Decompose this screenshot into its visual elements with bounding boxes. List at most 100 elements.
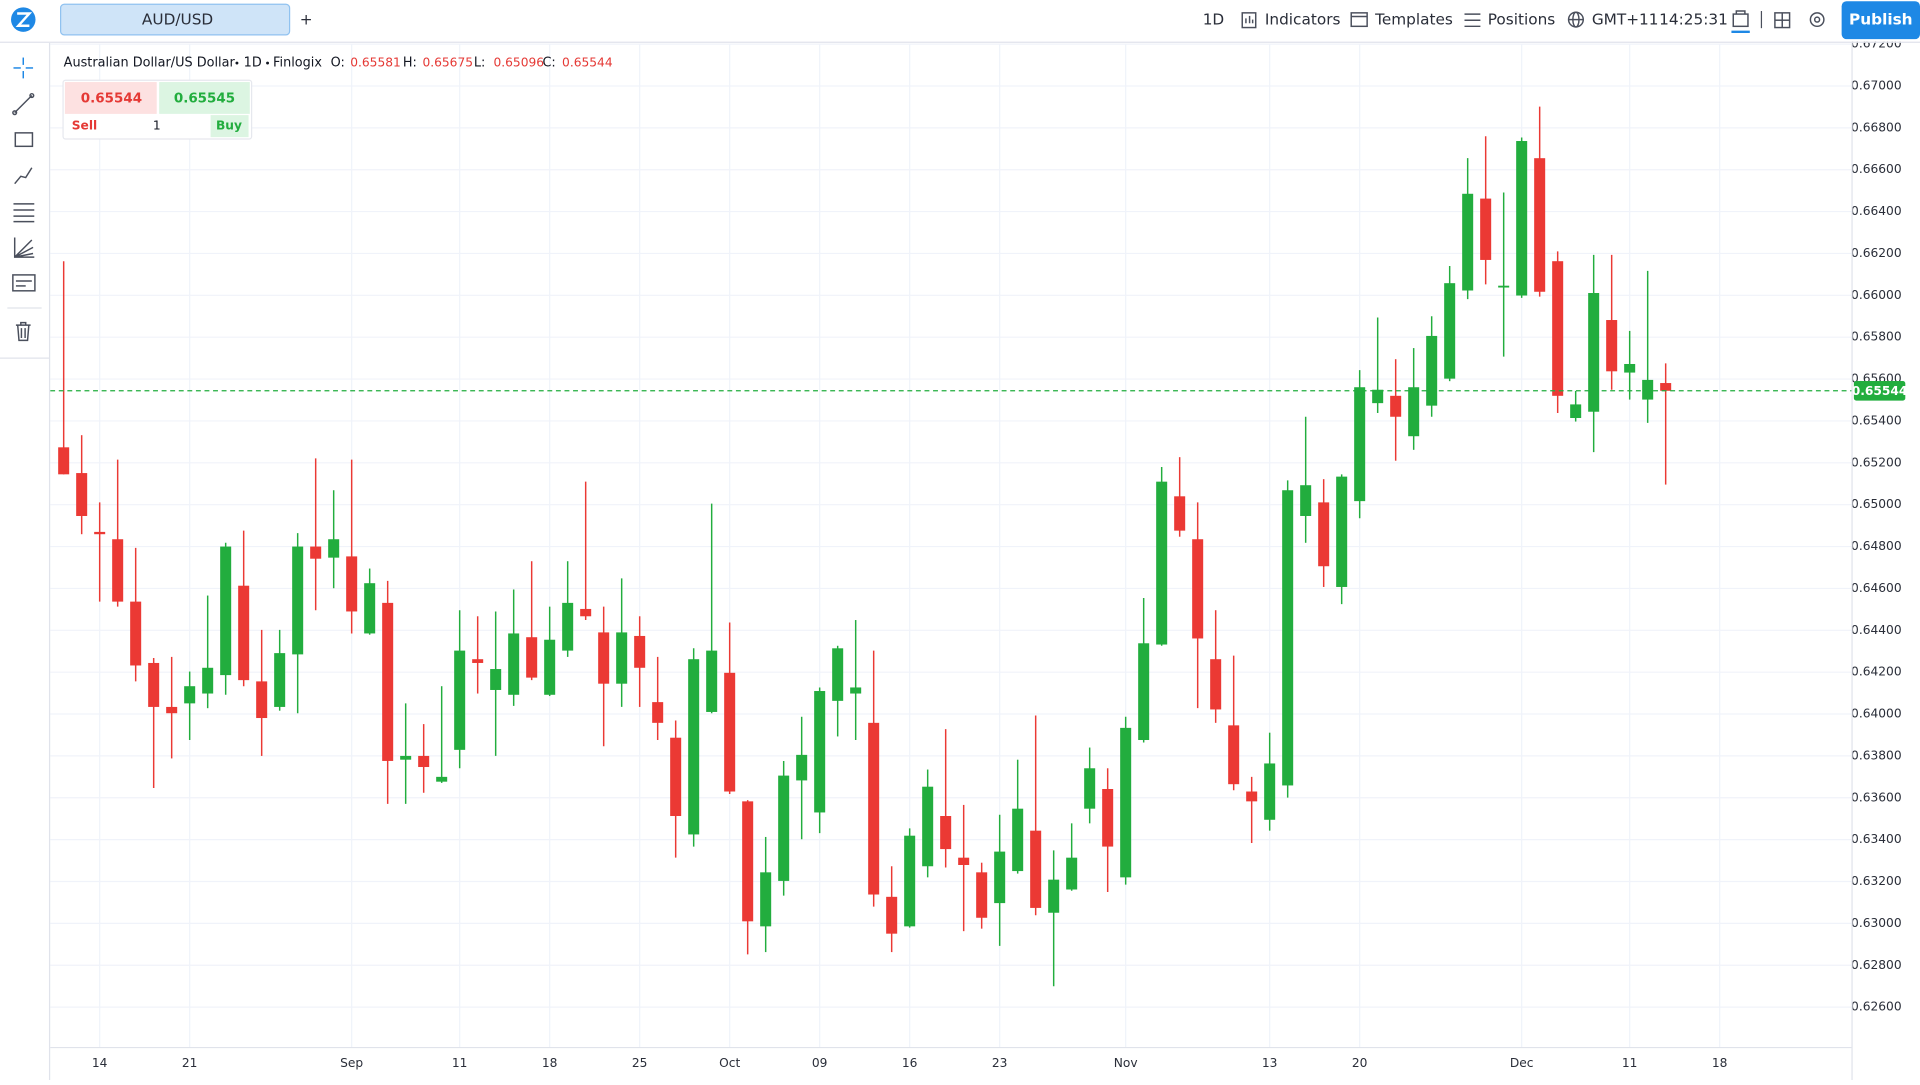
globe-icon[interactable] [1567, 11, 1585, 28]
y-tick-label: 0.66400 [1851, 204, 1902, 218]
candle-body [364, 583, 376, 634]
y-tick-label: 0.64800 [1851, 539, 1902, 553]
axes-frame [50, 41, 1853, 1081]
settings-icon-part[interactable] [1809, 12, 1825, 28]
gann-fan-tool-part[interactable] [13, 237, 35, 258]
legend-part [266, 61, 270, 65]
candle-body [1516, 141, 1528, 296]
x-tick-label: 11 [1622, 1056, 1638, 1070]
trend-line-tool-part[interactable] [14, 94, 33, 114]
candle-body [1174, 496, 1186, 531]
candle-body [346, 556, 358, 612]
candle-body [112, 539, 124, 602]
y-tick-label: 0.66200 [1851, 246, 1902, 260]
templates-icon-part[interactable] [1350, 12, 1368, 28]
delete-tool[interactable] [15, 321, 31, 342]
candle-body [526, 637, 538, 678]
positions-icon[interactable] [1464, 13, 1481, 28]
x-tick-label: Dec [1510, 1056, 1534, 1070]
add-tab[interactable]: + [300, 11, 313, 29]
text-tool[interactable] [12, 274, 36, 292]
candle-body [1048, 879, 1060, 913]
rectangle-tool[interactable] [14, 132, 34, 148]
candle-body [292, 546, 304, 655]
y-tick-label: 0.65200 [1851, 455, 1902, 469]
tab-label[interactable]: AUD/USD [142, 11, 213, 29]
candle-body [796, 754, 808, 781]
symbol-tab[interactable]: AUD/USD [60, 3, 291, 36]
snapshot-icon-part[interactable] [1735, 10, 1746, 15]
candle-body [760, 872, 772, 927]
ohlc-label: H: [403, 56, 417, 71]
quantity-input[interactable]: 1 [153, 119, 161, 133]
delete-tool-part[interactable] [15, 321, 31, 342]
publish-label[interactable]: Publish [1849, 11, 1913, 29]
candle-body [472, 659, 484, 663]
candle-body [274, 653, 286, 707]
y-tick-label: 0.66600 [1851, 162, 1902, 176]
buy-price[interactable]: 0.65545 [174, 92, 235, 107]
candle-body [490, 669, 502, 690]
trend-line-tool-part[interactable] [29, 92, 35, 99]
candle-body [634, 635, 646, 668]
interval-button[interactable]: 1D [1203, 11, 1225, 29]
logo-part[interactable] [15, 12, 33, 27]
crosshair-tool[interactable] [13, 57, 34, 79]
y-tick-label: 0.66000 [1851, 288, 1902, 302]
candle-body [868, 722, 880, 895]
positions-button[interactable]: Positions [1488, 11, 1556, 29]
candle-body [724, 672, 736, 792]
candle-body [850, 687, 862, 694]
trend-line-tool-part[interactable] [12, 110, 18, 116]
snapshot-icon-part[interactable] [1732, 13, 1749, 28]
path-tool-part[interactable] [14, 167, 33, 185]
rectangle-tool-part[interactable] [14, 132, 34, 148]
timezone[interactable]: GMT+11 [1592, 11, 1659, 29]
indicators-icon-part[interactable] [1241, 12, 1257, 29]
y-tick-label: 0.64400 [1851, 623, 1902, 637]
candle-body [1354, 387, 1366, 502]
ohlc-label: C: [542, 56, 555, 71]
candle-body [1462, 193, 1474, 291]
trade-panel-part [159, 82, 250, 114]
candle-body [1660, 383, 1672, 391]
x-tick-label: Oct [719, 1056, 740, 1070]
sell-button[interactable]: Sell [72, 119, 98, 133]
gann-fan-tool[interactable] [13, 237, 35, 258]
last-price-label: 0.65544 [1852, 384, 1908, 398]
fib-tool[interactable] [13, 203, 35, 223]
templates-button[interactable]: Templates [1374, 11, 1453, 29]
buy-button[interactable]: Buy [216, 119, 242, 133]
text-tool-part[interactable] [12, 274, 36, 292]
candle-body [1408, 387, 1420, 437]
settings-icon-part[interactable] [1813, 16, 1821, 23]
y-tick-label: 0.64600 [1851, 581, 1902, 595]
publish-button-part[interactable] [1841, 1, 1920, 40]
candle-body [1300, 485, 1312, 516]
candle-body [1570, 404, 1582, 419]
snapshot-icon[interactable] [1731, 10, 1750, 34]
publish-button[interactable]: Publish [1841, 1, 1920, 40]
sell-price[interactable]: 0.65544 [81, 92, 142, 107]
y-tick-label: 0.63800 [1851, 748, 1902, 762]
logo[interactable] [11, 7, 36, 32]
y-tick-label: 0.63000 [1851, 916, 1902, 930]
path-tool[interactable] [14, 167, 33, 185]
y-tick-label: 0.62600 [1851, 1000, 1902, 1014]
settings-icon[interactable] [1809, 12, 1825, 28]
indicators-icon[interactable] [1241, 12, 1257, 29]
templates-icon[interactable] [1350, 12, 1368, 28]
trade-panel [62, 79, 253, 140]
trade-panel-part [64, 82, 157, 114]
candle-body [616, 632, 628, 684]
candle-body [1606, 320, 1618, 372]
candle-body [1552, 261, 1564, 396]
candle-body [1138, 643, 1150, 741]
candles [58, 106, 1672, 987]
top-bar-part [0, 0, 1920, 42]
symbol-tab-part[interactable] [60, 3, 291, 36]
indicators-button[interactable]: Indicators [1265, 11, 1341, 29]
layout-icon[interactable] [1774, 12, 1791, 29]
trend-line-tool[interactable] [12, 92, 35, 116]
candle-body [922, 786, 934, 867]
